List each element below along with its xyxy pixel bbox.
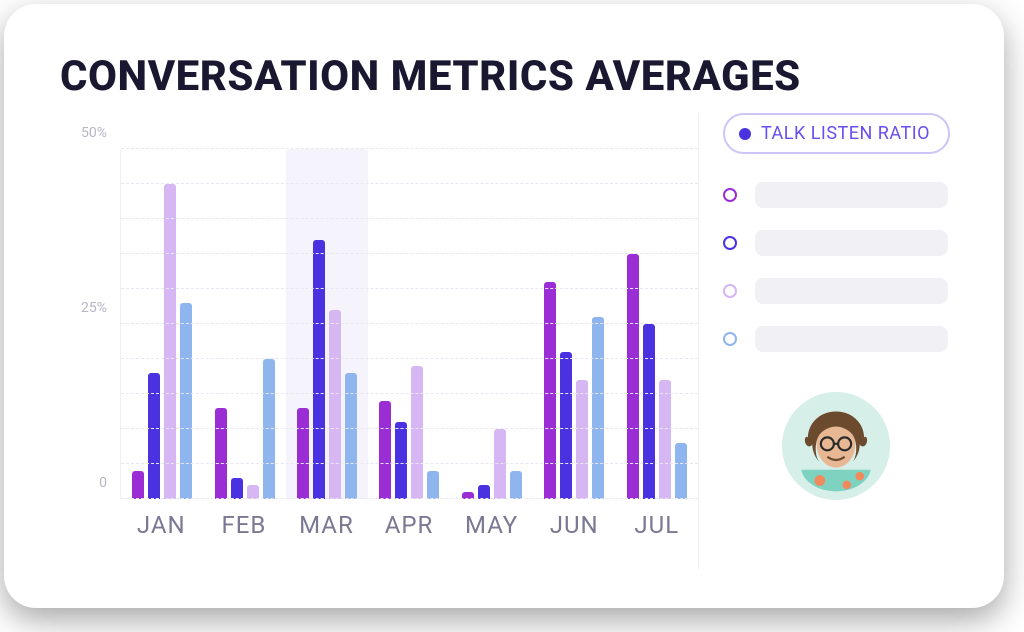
legend-active-label: TALK LISTEN RATIO [761, 123, 930, 144]
bar[interactable] [411, 366, 423, 499]
bar[interactable] [643, 324, 655, 499]
gridline [121, 288, 698, 289]
legend-ring-icon [723, 332, 737, 346]
legend-ring-icon [723, 188, 737, 202]
bar[interactable] [313, 240, 325, 499]
bar[interactable] [675, 443, 687, 499]
gridline [121, 393, 698, 394]
legend-active-pill[interactable]: TALK LISTEN RATIO [723, 113, 950, 154]
chart-area: 0 25% 50% JANFEBMARAPRMAYJUNJUL [60, 109, 698, 569]
x-tick-label: MAR [285, 511, 368, 539]
bar[interactable] [659, 380, 671, 499]
bar[interactable] [379, 401, 391, 499]
month-group [533, 149, 615, 499]
x-tick-label: JUL [615, 511, 698, 539]
month-group [286, 149, 368, 499]
bar[interactable] [395, 422, 407, 499]
month-group [451, 149, 533, 499]
gridline [121, 183, 698, 184]
legend-dot-icon [739, 128, 751, 140]
legend-row[interactable] [723, 230, 948, 256]
x-axis-labels: JANFEBMARAPRMAYJUNJUL [120, 511, 698, 539]
legend-ring-icon [723, 284, 737, 298]
x-tick-label: JAN [120, 511, 203, 539]
y-axis: 025%50% [60, 149, 115, 499]
bar[interactable] [215, 408, 227, 499]
gridline [121, 463, 698, 464]
legend-rows [723, 182, 948, 352]
x-tick-label: APR [368, 511, 451, 539]
bar[interactable] [478, 485, 490, 499]
bar[interactable] [297, 408, 309, 499]
gridline [121, 498, 698, 499]
y-tick-label: 50% [81, 125, 107, 141]
bar[interactable] [263, 359, 275, 499]
page-title: CONVERSATION METRICS AVERAGES [60, 52, 948, 101]
month-group [203, 149, 285, 499]
legend-placeholder [755, 326, 948, 352]
bar[interactable] [576, 380, 588, 499]
bar[interactable] [592, 317, 604, 499]
bars-layer [121, 149, 698, 499]
bar[interactable] [510, 471, 522, 499]
month-group [616, 149, 698, 499]
legend-placeholder [755, 278, 948, 304]
legend-panel: TALK LISTEN RATIO [698, 113, 948, 569]
dashboard-card: CONVERSATION METRICS AVERAGES 0 25% 50% JA… [4, 4, 1004, 608]
content-row: 0 25% 50% JANFEBMARAPRMAYJUNJUL TALK LISTE… [60, 109, 948, 569]
avatar[interactable] [782, 392, 890, 500]
gridline [121, 148, 698, 149]
legend-ring-icon [723, 236, 737, 250]
bar[interactable] [329, 310, 341, 499]
bar[interactable] [180, 303, 192, 499]
bar[interactable] [231, 478, 243, 499]
y-tick-label: 0 [99, 475, 107, 491]
gridline [121, 218, 698, 219]
bar[interactable] [427, 471, 439, 499]
legend-placeholder [755, 182, 948, 208]
month-group [368, 149, 450, 499]
x-tick-label: MAY [450, 511, 533, 539]
gridline [121, 428, 698, 429]
x-tick-label: JUN [533, 511, 616, 539]
legend-placeholder [755, 230, 948, 256]
gridline [121, 323, 698, 324]
x-tick-label: FEB [203, 511, 286, 539]
gridline [121, 358, 698, 359]
bar[interactable] [148, 373, 160, 499]
month-group [121, 149, 203, 499]
bar[interactable] [164, 184, 176, 499]
bar[interactable] [345, 373, 357, 499]
bar[interactable] [544, 282, 556, 499]
legend-row[interactable] [723, 182, 948, 208]
legend-row[interactable] [723, 278, 948, 304]
gridline [121, 253, 698, 254]
bar[interactable] [560, 352, 572, 499]
chart-plot [120, 149, 698, 499]
bar[interactable] [247, 485, 259, 499]
bar[interactable] [494, 429, 506, 499]
y-tick-label: 25% [81, 300, 107, 316]
legend-row[interactable] [723, 326, 948, 352]
bar[interactable] [132, 471, 144, 499]
